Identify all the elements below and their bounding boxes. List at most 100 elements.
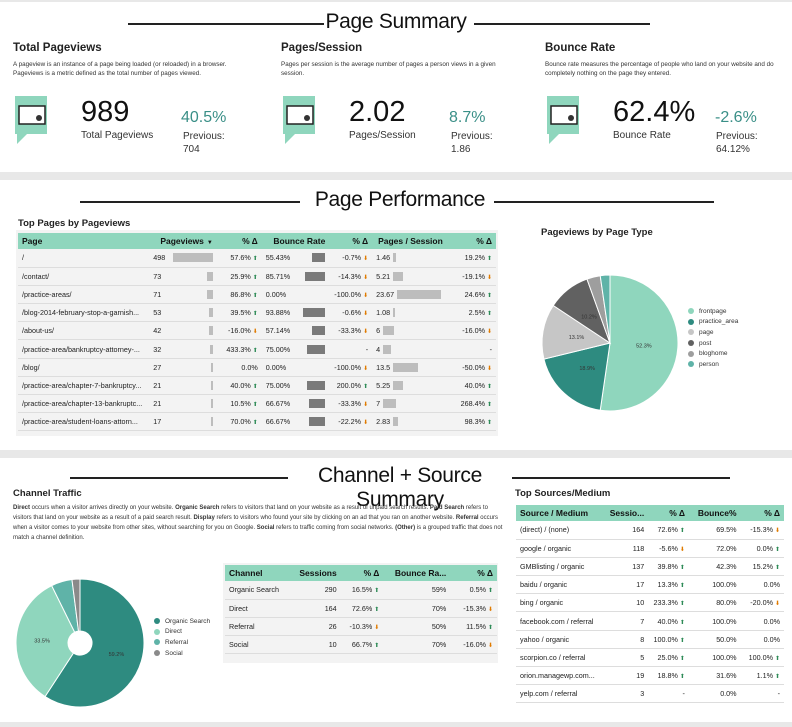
page-path[interactable]: /practice-area/chapter-7-bankruptcy... xyxy=(18,376,150,396)
legend-item[interactable]: Organic Search xyxy=(154,616,210,627)
page-path[interactable]: /practice-area/chapter-13-bankruptc... xyxy=(18,394,150,414)
pie-slice-social[interactable] xyxy=(71,578,81,632)
pie-slice-frontpage[interactable] xyxy=(599,274,679,412)
row-label[interactable]: google / organic xyxy=(516,539,603,558)
column-header[interactable]: Source / Medium xyxy=(516,505,603,521)
column-header[interactable]: % Δ xyxy=(648,505,689,521)
table-row[interactable]: google / organic 118 -5.6% ⬇ 72.0% 0.0% ⬆ xyxy=(516,539,784,558)
row-label[interactable]: GMBlisting / organic xyxy=(516,557,603,577)
table-row[interactable]: /practice-area/chapter-7-bankruptcy... 21… xyxy=(18,376,496,396)
table-row[interactable]: yahoo / organic 8 100.0% ⬆ 50.0% 0.0% xyxy=(516,630,784,649)
column-header[interactable]: Sessions xyxy=(287,565,341,581)
row-label[interactable]: bing / organic xyxy=(516,593,603,613)
column-header[interactable]: Pageviews ▼ xyxy=(149,233,217,249)
row-label[interactable]: Referral xyxy=(225,617,288,637)
table-row[interactable]: Social 10 66.7% ⬆ 70% -16.0% ⬇ xyxy=(225,635,497,655)
legend-swatch xyxy=(688,308,694,315)
row-label[interactable]: yahoo / organic xyxy=(516,630,603,649)
column-header[interactable]: Bounce Ra... xyxy=(383,565,451,581)
table-row[interactable]: /practice-areas/71 86.8% ⬆ 0.00% -100.0% ⬇ 2… xyxy=(18,285,496,305)
table-row[interactable]: orion.managewp.com... 19 18.8% ⬆ 31.6% 1.1% … xyxy=(516,666,784,686)
pie-slice-direct[interactable] xyxy=(15,584,76,698)
legend-item[interactable]: page xyxy=(688,327,738,338)
bounce-rate-value: 0.00% xyxy=(265,362,287,372)
legend-item[interactable]: frontpage xyxy=(688,306,738,317)
table-row[interactable]: facebook.com / referral 7 40.0% ⬆ 100.0% 0.0… xyxy=(516,611,784,631)
column-header[interactable]: % Δ xyxy=(740,505,784,521)
table-row[interactable]: Direct 164 72.6% ⬆ 70% -15.3% ⬇ xyxy=(225,599,497,618)
table-row[interactable]: /contact/73 25.9% ⬆ 85.71% -14.3% ⬇ 5.21 -19.… xyxy=(18,267,496,286)
legend-item[interactable]: Direct xyxy=(154,627,210,638)
page-path[interactable]: /practice-areas/ xyxy=(18,285,150,305)
row-label[interactable]: baidu / organic xyxy=(516,575,603,595)
legend-item[interactable]: practice_area xyxy=(688,317,738,328)
column-header[interactable]: Sessio... xyxy=(602,505,649,521)
legend-item[interactable]: Referral xyxy=(154,637,210,648)
pageviews-bar xyxy=(172,253,213,263)
table-row[interactable]: /practice-area/bankruptcy-attorney-... 32… xyxy=(18,339,496,359)
row-label[interactable]: Social xyxy=(225,635,288,655)
pageviews-bar xyxy=(208,308,213,318)
up-arrow-icon: ⬆ xyxy=(487,588,493,595)
top-pages-table: Page Pageviews ▼ % Δ Bounce Rate % Δ Pages / S… xyxy=(18,233,496,432)
table-row[interactable]: scorpion.co / referral 5 25.0% ⬆ 100.0% 100.… xyxy=(516,648,784,668)
table-row[interactable]: /practice-area/chapter-13-bankruptc... 21… xyxy=(18,394,496,414)
row-label[interactable]: Organic Search xyxy=(225,581,288,600)
pie-slice-organic-search[interactable] xyxy=(44,578,145,708)
legend-item[interactable]: post xyxy=(688,338,738,349)
kpi-label: Bounce Rate xyxy=(613,130,671,141)
pie-slice-person[interactable] xyxy=(599,274,611,344)
column-header[interactable]: % Δ xyxy=(450,565,497,581)
pageviews-change: 433.3% ⬆ xyxy=(216,339,262,359)
page-type-chart-title: Pageviews by Page Type xyxy=(541,227,653,238)
table-row[interactable]: /practice-area/student-loans-attorn... 17… xyxy=(18,412,496,432)
column-header[interactable]: % Δ xyxy=(216,233,262,249)
channel-traffic-title: Channel Traffic xyxy=(13,488,82,499)
page-path[interactable]: /blog-2014-february-stop-a-garnish... xyxy=(18,303,150,323)
column-header[interactable]: Page xyxy=(18,233,150,249)
legend-item[interactable]: bloghome xyxy=(688,348,738,359)
column-header[interactable]: Pages / Session xyxy=(372,233,447,249)
row-label[interactable]: scorpion.co / referral xyxy=(516,648,603,668)
row-label[interactable]: (direct) / (none) xyxy=(516,521,603,540)
legend-item[interactable]: person xyxy=(688,359,738,370)
table-row[interactable]: /498 57.6% ⬆ 55.43% -0.7% ⬇ 1.46 19.2% ⬆ xyxy=(18,249,496,268)
table-row[interactable]: /about-us/42 -16.0% ⬇ 57.14% -33.3% ⬇ 6 -16.0… xyxy=(18,321,496,341)
page-path[interactable]: / xyxy=(18,249,150,268)
bounce-value: 100.0% xyxy=(688,648,741,668)
column-header[interactable]: Bounce% xyxy=(688,505,741,521)
sort-desc-icon: ▼ xyxy=(206,240,213,246)
row-label[interactable]: Direct xyxy=(225,599,288,618)
legend-item[interactable]: Social xyxy=(154,648,210,659)
table-row[interactable]: GMBlisting / organic 137 39.8% ⬆ 42.3% 15.2%… xyxy=(516,557,784,577)
table-row[interactable]: Referral 26 -10.3% ⬇ 50% 11.5% ⬆ xyxy=(225,617,497,637)
table-row[interactable]: /blog/27 0.0% 0.00% -100.0% ⬇ 13.5 -50.0% ⬇ xyxy=(18,358,496,377)
column-header[interactable]: Channel xyxy=(225,565,288,581)
row-label[interactable]: facebook.com / referral xyxy=(516,611,603,631)
bounce-change: - xyxy=(740,684,784,704)
page-path[interactable]: /practice-area/bankruptcy-attorney-... xyxy=(18,339,150,359)
page-path[interactable]: /blog/ xyxy=(18,358,150,377)
page-path[interactable]: /about-us/ xyxy=(18,321,150,341)
row-label[interactable]: yelp.com / referral xyxy=(516,684,603,704)
table-row[interactable]: (direct) / (none) 164 72.6% ⬆ 69.5% -15.3% ⬇ xyxy=(516,521,784,540)
column-header[interactable]: % Δ xyxy=(329,233,373,249)
page-path[interactable]: /contact/ xyxy=(18,267,150,286)
table-row[interactable]: /blog-2014-february-stop-a-garnish... 53 3… xyxy=(18,303,496,323)
table-row[interactable]: bing / organic 10 233.3% ⬆ 80.0% -20.0% ⬇ xyxy=(516,593,784,613)
bounce-change: 100.0% ⬆ xyxy=(740,648,784,668)
page-path[interactable]: /practice-area/student-loans-attorn... xyxy=(18,412,150,432)
table-row[interactable]: baidu / organic 17 13.3% ⬆ 100.0% 0.0% xyxy=(516,575,784,595)
column-header[interactable]: Bounce Rate xyxy=(261,233,330,249)
kpi-change: -2.6% xyxy=(715,109,757,126)
down-arrow-icon: ⬇ xyxy=(774,528,780,535)
pageviews-value: 21 xyxy=(153,380,162,390)
up-arrow-icon: ⬆ xyxy=(679,637,685,644)
table-row[interactable]: yelp.com / referral 3-0.0% - xyxy=(516,684,784,704)
row-label[interactable]: orion.managewp.com... xyxy=(516,666,603,686)
up-arrow-icon: ⬆ xyxy=(252,383,258,390)
bounce-rate-change: -0.7% ⬇ xyxy=(329,249,373,268)
table-row[interactable]: Organic Search 290 16.5% ⬆ 59% 0.5% ⬆ xyxy=(225,581,497,600)
column-header[interactable]: % Δ xyxy=(446,233,496,249)
column-header[interactable]: % Δ xyxy=(340,565,384,581)
